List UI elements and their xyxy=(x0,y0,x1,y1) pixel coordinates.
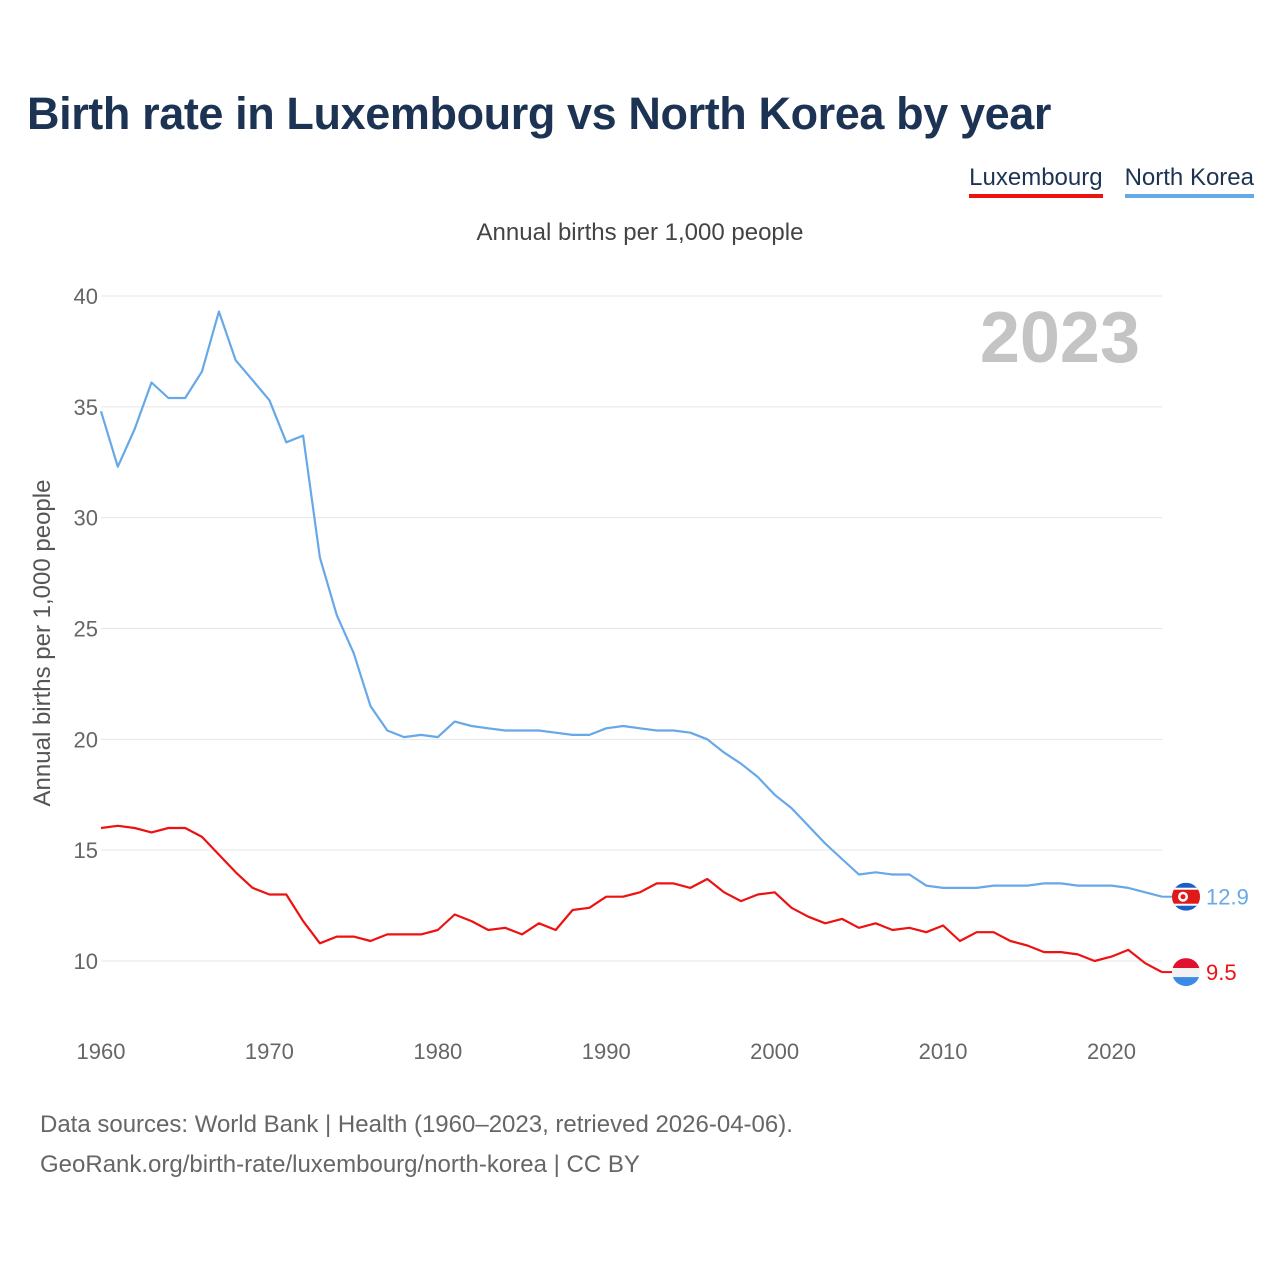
line-chart: Annual births per 1,000 people 10 15 20 25 30… xyxy=(29,219,1249,1064)
x-tick-label: 1970 xyxy=(245,1039,294,1064)
x-tick-label: 2020 xyxy=(1087,1039,1136,1064)
chart-title: Birth rate in Luxembourg vs North Korea … xyxy=(27,88,1051,139)
x-tick-label: 1960 xyxy=(77,1039,126,1064)
north-korea-flag-icon xyxy=(1172,882,1200,911)
series-line-north-korea xyxy=(99,310,1163,898)
x-tick-label: 2000 xyxy=(750,1039,799,1064)
source-url[interactable]: GeoRank.org/birth-rate/luxembourg/north-… xyxy=(40,1151,640,1178)
source-line: Data sources: World Bank | Health (1960–… xyxy=(40,1111,793,1138)
legend-item-north-korea[interactable]: North Korea xyxy=(1124,164,1254,198)
chart-subtitle: Annual births per 1,000 people xyxy=(477,219,804,246)
x-tick-label: 2010 xyxy=(919,1039,968,1064)
y-tick-label: 25 xyxy=(74,617,98,642)
series-end-label: 12.9 xyxy=(1206,885,1249,910)
x-tick-label: 1990 xyxy=(582,1039,631,1064)
y-tick-label: 20 xyxy=(74,727,98,752)
y-tick-label: 35 xyxy=(74,395,98,420)
series-line-luxembourg xyxy=(100,824,1163,974)
y-tick-label: 30 xyxy=(74,506,98,531)
legend: Luxembourg North Korea xyxy=(969,164,1254,198)
luxembourg-flag-icon xyxy=(1172,958,1200,987)
y-tick-label: 15 xyxy=(74,838,98,863)
y-axis-label: Annual births per 1,000 people xyxy=(29,480,56,807)
legend-item-luxembourg[interactable]: Luxembourg xyxy=(969,164,1103,198)
data-sources: Data sources: World Bank | Health (1960–… xyxy=(40,1105,793,1185)
series-end-label: 9.5 xyxy=(1206,960,1237,985)
year-watermark: 2023 xyxy=(980,298,1140,378)
y-tick-label: 10 xyxy=(74,949,98,974)
y-tick-label: 40 xyxy=(74,284,98,309)
x-tick-label: 1980 xyxy=(413,1039,462,1064)
